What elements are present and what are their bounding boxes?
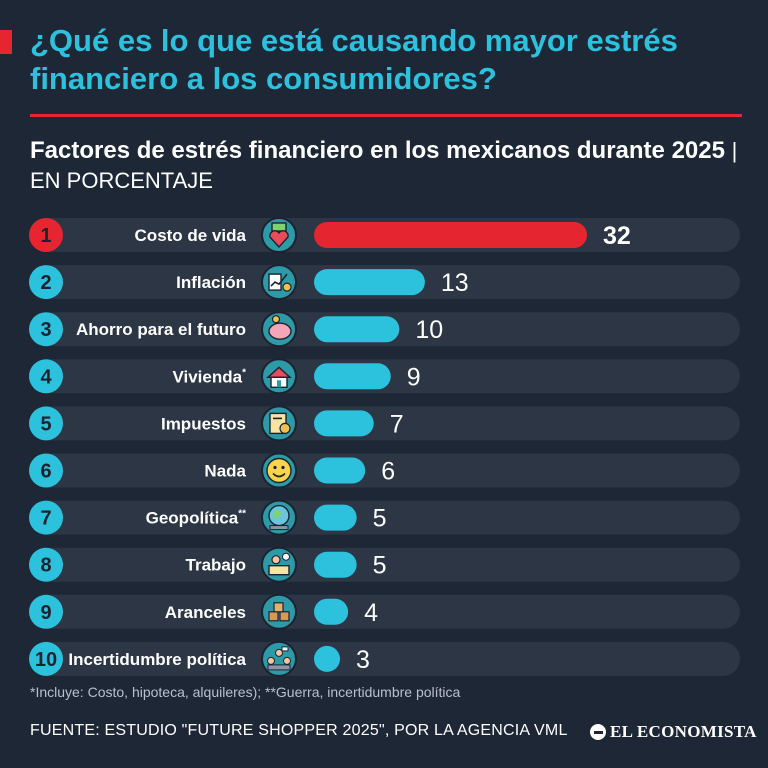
value-label: 3: [356, 646, 370, 674]
subtitle-separator: |: [731, 138, 738, 163]
row-track: [30, 453, 740, 488]
bar: [314, 363, 391, 390]
category-label: Vivienda*: [172, 367, 246, 386]
rank-number: 7: [40, 508, 51, 530]
bar: [314, 598, 349, 625]
rank-badge: [29, 594, 63, 629]
row-track: [30, 547, 740, 582]
subtitle-unit: EN PORCENTAJE: [30, 168, 213, 193]
rank-number: 2: [40, 272, 51, 294]
value-label: 5: [373, 505, 387, 533]
category-label: Inflación: [176, 273, 246, 292]
rank-number: 4: [40, 366, 52, 388]
chart-row: 1 Costo de vida 32: [29, 217, 740, 253]
chart-row: 2 Inflación 13: [29, 264, 740, 301]
row-track: [30, 500, 740, 535]
rank-badge: [29, 500, 63, 535]
bar: [314, 410, 374, 437]
bar: [314, 551, 357, 578]
row-track: [30, 594, 740, 629]
money-heart-icon: [261, 217, 297, 253]
tax-document-icon: [261, 405, 297, 442]
rank-badge: [29, 265, 63, 300]
rank-number: 6: [40, 461, 51, 483]
rank-number: 5: [40, 413, 51, 435]
bar: [314, 645, 340, 672]
source-credit: FUENTE: ESTUDIO "FUTURE SHOPPER 2025", P…: [30, 722, 568, 739]
chart-row: 6 Nada 6: [29, 452, 740, 489]
chart-row: 10 Incertidumbre política 3: [29, 640, 740, 677]
chart-row: 9 Aranceles 4: [29, 593, 740, 630]
brand-mark-icon: [590, 724, 606, 740]
value-label: 9: [407, 363, 421, 391]
shipping-boxes-icon: [261, 593, 297, 630]
category-label: Incertidumbre política: [68, 650, 246, 669]
political-crowd-icon: [261, 640, 297, 677]
rank-number: 1: [40, 225, 51, 247]
label-footnote-mark: **: [238, 509, 246, 520]
value-label: 6: [381, 458, 395, 486]
rank-badge: [29, 312, 63, 347]
chart-row: 4 Vivienda* 9: [29, 358, 740, 395]
smiley-face-icon: [261, 452, 297, 489]
title-accent-bar: [0, 30, 12, 54]
category-label: Aranceles: [165, 603, 246, 622]
bar: [314, 504, 357, 531]
rank-badge: [29, 641, 63, 676]
rank-number: 8: [40, 555, 51, 577]
globe-icon: [261, 499, 297, 536]
bar: [314, 222, 587, 248]
chart-row: 3 Ahorro para el futuro 10: [29, 311, 740, 348]
rank-badge: [29, 547, 63, 582]
chart-subtitle: Factores de estrés financiero en los mex…: [30, 136, 750, 196]
rank-badge: [29, 359, 63, 394]
rank-badge: [29, 453, 63, 488]
rank-number: 10: [35, 649, 57, 671]
el-economista-logo: EL ECONOMISTA: [590, 722, 757, 742]
footnote: *Incluye: Costo, hipoteca, alquileres); …: [30, 684, 461, 700]
value-label: 13: [441, 269, 469, 297]
bar: [314, 316, 400, 343]
office-worker-icon: [261, 546, 297, 583]
row-track: [30, 406, 740, 441]
label-footnote-mark: *: [242, 367, 246, 378]
category-label: Costo de vida: [135, 226, 247, 245]
title-divider: [30, 114, 742, 117]
rank-number: 9: [40, 602, 51, 624]
category-label: Ahorro para el futuro: [76, 320, 246, 339]
row-track: [30, 641, 740, 676]
chart-row: 5 Impuestos 7: [29, 405, 740, 442]
category-label: Nada: [204, 462, 246, 481]
chart-row: 8 Trabajo 5: [29, 546, 740, 583]
category-label: Impuestos: [161, 414, 246, 433]
category-label: Trabajo: [186, 556, 246, 575]
brand-name: EL ECONOMISTA: [610, 722, 757, 741]
rank-number: 3: [40, 319, 51, 341]
category-label: Geopolítica**: [146, 509, 246, 528]
rank-badge: [29, 218, 63, 252]
piggy-bank-icon: [261, 311, 297, 348]
value-label: 4: [364, 599, 378, 627]
subtitle-main: Factores de estrés financiero en los mex…: [30, 137, 725, 164]
house-money-icon: [261, 358, 297, 395]
value-label: 7: [390, 410, 404, 438]
bar: [314, 457, 366, 484]
rank-badge: [29, 406, 63, 441]
value-label: 5: [373, 552, 387, 580]
value-label: 10: [415, 316, 443, 344]
inflation-chart-icon: [261, 264, 297, 301]
value-label: 32: [603, 222, 631, 250]
chart-row: 7 Geopolítica** 5: [29, 499, 740, 536]
bar: [314, 269, 425, 296]
page-title: ¿Qué es lo que está causando mayor estré…: [30, 23, 678, 96]
